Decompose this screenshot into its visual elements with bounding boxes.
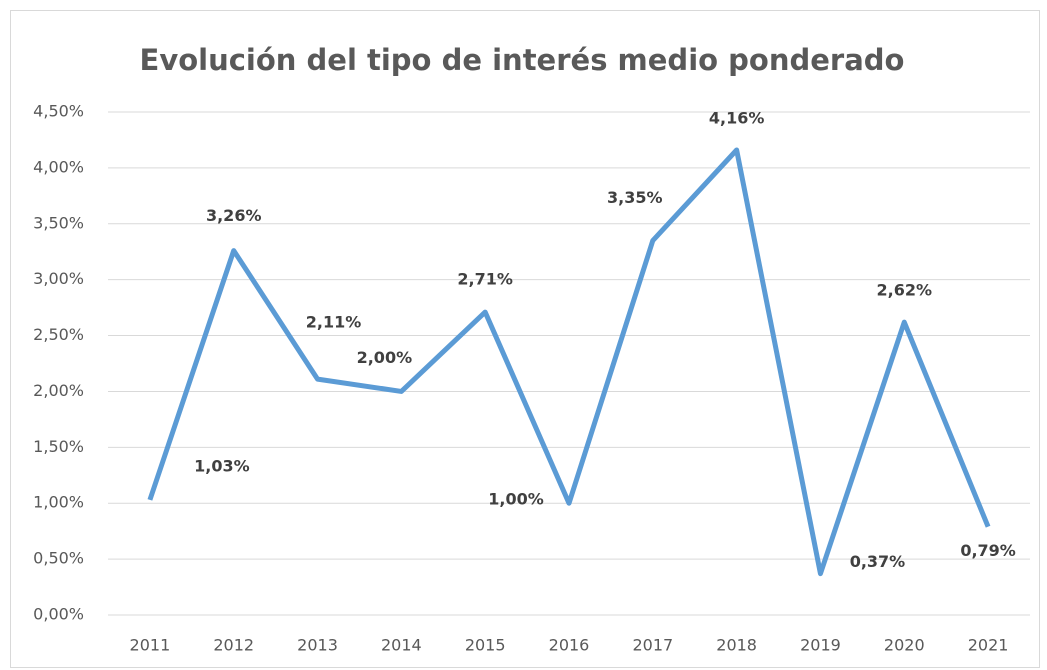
chart-border: [10, 10, 1040, 668]
data-label: 1,00%: [488, 490, 544, 509]
data-label: 4,16%: [709, 109, 765, 128]
x-tick-label: 2012: [213, 636, 254, 655]
data-label: 3,35%: [607, 188, 663, 207]
y-tick-label: 4,50%: [33, 102, 84, 121]
data-label: 0,79%: [960, 541, 1016, 560]
x-tick-label: 2015: [465, 636, 506, 655]
y-tick-label: 3,00%: [33, 269, 84, 288]
y-tick-label: 2,50%: [33, 325, 84, 344]
x-tick-label: 2016: [549, 636, 590, 655]
y-tick-label: 3,50%: [33, 213, 84, 232]
x-tick-label: 2018: [716, 636, 757, 655]
x-tick-label: 2011: [130, 636, 171, 655]
y-tick-label: 4,00%: [33, 157, 84, 176]
y-tick-label: 1,50%: [33, 437, 84, 456]
x-tick-label: 2021: [968, 636, 1009, 655]
data-label: 3,26%: [206, 206, 262, 225]
data-label: 2,62%: [877, 281, 933, 300]
x-tick-label: 2013: [297, 636, 338, 655]
x-tick-label: 2017: [632, 636, 673, 655]
data-label: 2,11%: [306, 313, 362, 332]
y-tick-label: 0,50%: [33, 549, 84, 568]
chart-title: Evolución del tipo de interés medio pond…: [140, 43, 905, 77]
y-tick-label: 0,00%: [33, 605, 84, 624]
x-tick-label: 2014: [381, 636, 422, 655]
data-label: 2,71%: [457, 270, 513, 289]
x-tick-label: 2019: [800, 636, 841, 655]
data-label: 2,00%: [357, 348, 413, 367]
data-label: 0,37%: [850, 552, 906, 571]
y-tick-label: 2,00%: [33, 381, 84, 400]
x-tick-label: 2020: [884, 636, 925, 655]
data-line: [147, 147, 991, 577]
y-tick-label: 1,00%: [33, 493, 84, 512]
data-label: 1,03%: [194, 456, 250, 475]
